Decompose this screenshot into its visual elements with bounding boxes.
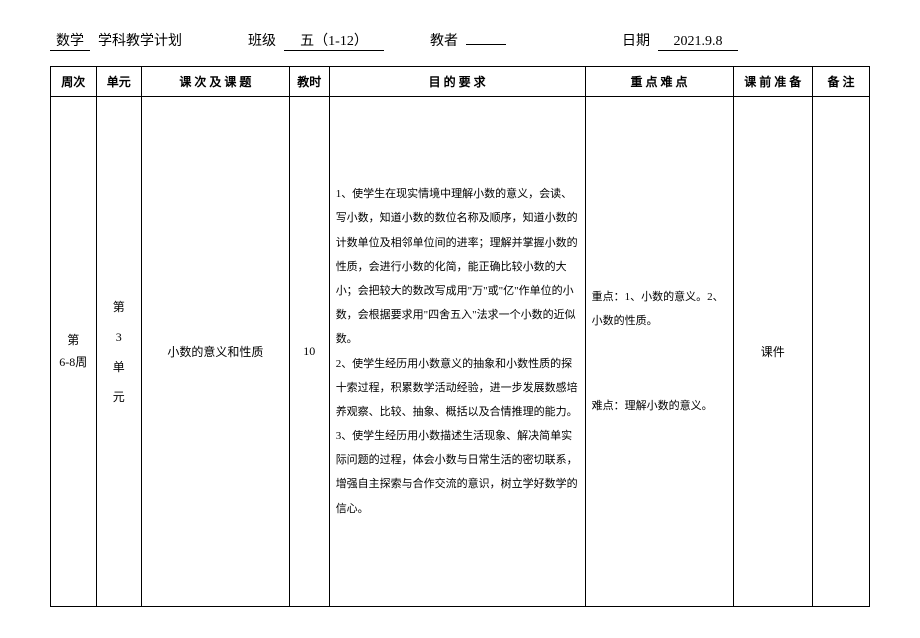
header-objectives: 目 的 要 求 <box>329 67 585 97</box>
header-keypoints: 重 点 难 点 <box>585 67 733 97</box>
cell-notes <box>813 97 870 607</box>
class-label: 班级 <box>248 30 276 50</box>
cell-unit: 第3单元 <box>96 97 142 607</box>
teacher-value <box>466 44 506 45</box>
header-hours: 教时 <box>289 67 329 97</box>
table-header-row: 周次 单元 课 次 及 课 题 教时 目 的 要 求 重 点 难 点 课 前 准… <box>51 67 870 97</box>
header-unit: 单元 <box>96 67 142 97</box>
header-week: 周次 <box>51 67 97 97</box>
date-value: 2021.9.8 <box>658 34 738 51</box>
header-prep: 课 前 准 备 <box>733 67 813 97</box>
class-value: 五（1-12） <box>284 30 384 51</box>
cell-keypoints: 重点：1、小数的意义。2、小数的性质。 难点：理解小数的意义。 <box>585 97 733 607</box>
teacher-label: 教者 <box>430 30 458 50</box>
header-notes: 备 注 <box>813 67 870 97</box>
teaching-plan-table: 周次 单元 课 次 及 课 题 教时 目 的 要 求 重 点 难 点 课 前 准… <box>50 66 870 607</box>
cell-lesson: 小数的意义和性质 <box>142 97 290 607</box>
subject-suffix: 学科教学计划 <box>98 30 182 50</box>
subject-value: 数学 <box>50 30 90 51</box>
date-label: 日期 <box>622 30 650 50</box>
cell-week: 第6-8周 <box>51 97 97 607</box>
cell-hours: 10 <box>289 97 329 607</box>
cell-prep: 课件 <box>733 97 813 607</box>
cell-objectives: 1、使学生在现实情境中理解小数的意义，会读、写小数，知道小数的数位名称及顺序，知… <box>329 97 585 607</box>
document-header: 数学 学科教学计划 班级 五（1-12） 教者 日期 2021.9.8 <box>50 30 870 51</box>
table-row: 第6-8周 第3单元 小数的意义和性质 10 1、使学生在现实情境中理解小数的意… <box>51 97 870 607</box>
header-lesson: 课 次 及 课 题 <box>142 67 290 97</box>
